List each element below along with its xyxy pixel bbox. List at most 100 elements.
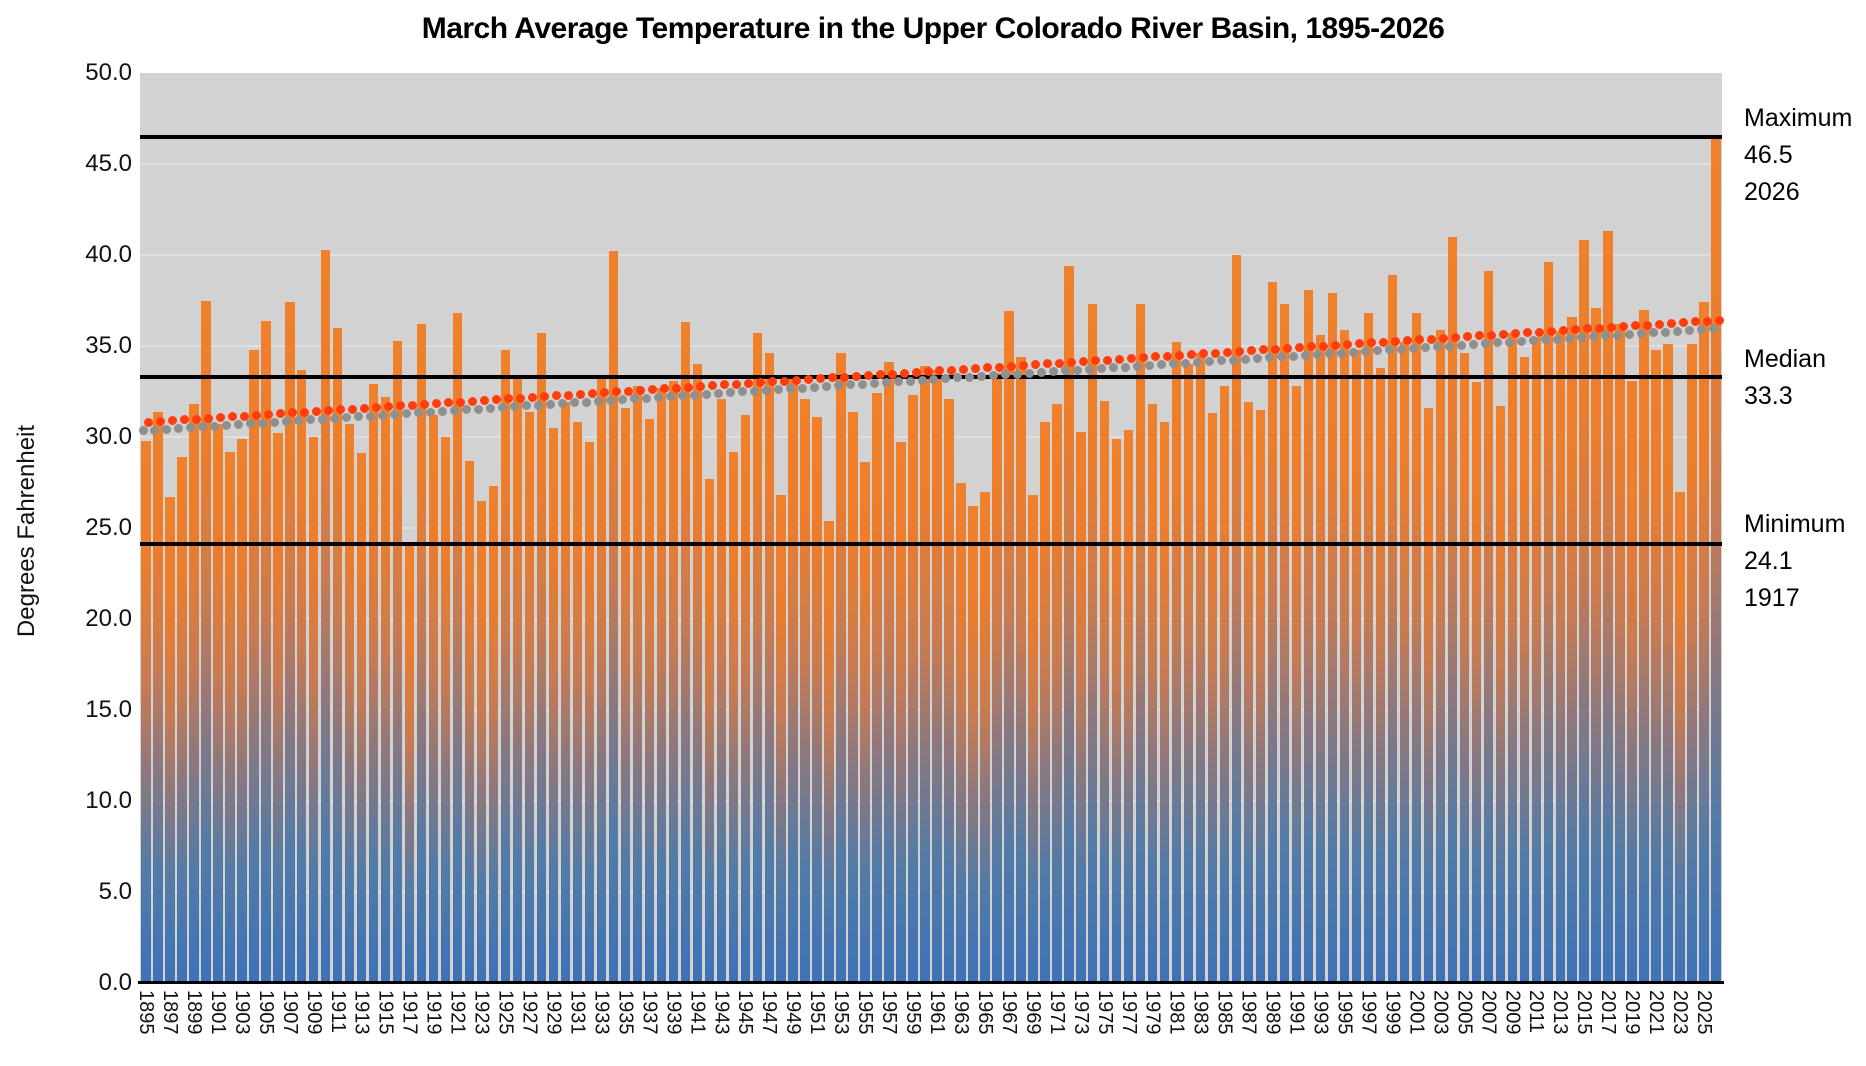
x-tick-label-1957: 1957	[878, 990, 901, 1035]
bar-1957	[884, 362, 894, 983]
bar-1966	[992, 373, 1002, 983]
bar-2017	[1603, 231, 1613, 983]
x-tick-label-1921: 1921	[446, 990, 469, 1035]
x-tick-label-1901: 1901	[206, 990, 229, 1035]
bar-2002	[1423, 407, 1434, 983]
median-annotation: Median 33.3	[1744, 341, 1826, 415]
bar-1972	[1064, 265, 1074, 983]
trend-red-dot	[1235, 346, 1245, 356]
trend-gray-dot	[1289, 351, 1299, 361]
trend-gray-dot	[821, 381, 831, 391]
bar-1975	[1100, 400, 1110, 983]
trend-red-dot	[1055, 358, 1065, 368]
trend-gray-dot	[1684, 325, 1694, 335]
bar-1956	[872, 393, 882, 983]
x-tick-label-1925: 1925	[494, 990, 517, 1035]
x-tick-label-1959: 1959	[902, 990, 925, 1035]
trend-red-dot	[947, 365, 957, 375]
trend-gray-dot	[1516, 336, 1526, 346]
bar-1924	[488, 486, 499, 983]
trend-red-dot	[348, 404, 358, 414]
trend-red-dot	[635, 385, 645, 395]
trend-red-dot	[1582, 324, 1592, 334]
bar-1900	[201, 300, 211, 983]
trend-gray-dot	[1097, 364, 1107, 374]
minimum-annotation: Minimum 24.1 1917	[1744, 506, 1845, 617]
gridline	[140, 709, 1722, 711]
x-tick-label-1999: 1999	[1381, 990, 1404, 1035]
bar-1967	[1004, 311, 1014, 983]
x-tick-label-1977: 1977	[1117, 990, 1140, 1035]
gridline	[140, 527, 1722, 529]
trend-red-dot	[492, 395, 502, 405]
trend-red-dot	[1366, 338, 1376, 348]
trend-gray-dot	[1277, 352, 1287, 362]
bar-2022	[1663, 344, 1673, 983]
gridline	[140, 345, 1722, 347]
bar-2000	[1399, 342, 1410, 983]
bar-1996	[1351, 349, 1362, 983]
trend-gray-dot	[893, 377, 903, 387]
trend-gray-dot	[1360, 346, 1370, 356]
y-tick-label: 45.0	[85, 150, 132, 177]
x-tick-label-1907: 1907	[278, 990, 301, 1035]
trend-gray-dot	[545, 399, 555, 409]
bar-1981	[1171, 342, 1182, 983]
trend-red-dot	[875, 370, 885, 380]
bar-1973	[1076, 431, 1086, 983]
trend-gray-dot	[1504, 337, 1514, 347]
trend-gray-dot	[414, 408, 424, 418]
trend-gray-dot	[1672, 326, 1682, 336]
trend-red-dot	[743, 378, 753, 388]
trend-red-dot	[1426, 334, 1436, 344]
trend-gray-dot	[1133, 361, 1143, 371]
trend-red-dot	[1103, 355, 1113, 365]
trend-gray-dot	[1241, 354, 1251, 364]
trend-gray-dot	[773, 385, 783, 395]
x-tick-label-1913: 1913	[350, 990, 373, 1035]
x-tick-label-1981: 1981	[1165, 990, 1188, 1035]
x-tick-label-1963: 1963	[949, 990, 972, 1035]
bar-1938	[656, 387, 667, 983]
x-tick-label-1993: 1993	[1309, 990, 1332, 1035]
trend-gray-dot	[1384, 345, 1394, 355]
trend-red-dot	[1151, 352, 1161, 362]
bar-2014	[1567, 316, 1577, 983]
trend-gray-dot	[881, 378, 891, 388]
bar-1953	[836, 353, 846, 983]
trend-red-dot	[1630, 321, 1640, 331]
bar-1910	[321, 249, 331, 983]
bar-1942	[704, 478, 714, 983]
bar-1948	[776, 495, 786, 983]
trend-gray-dot	[809, 382, 819, 392]
trend-red-dot	[1295, 343, 1305, 353]
trend-gray-dot	[653, 392, 663, 402]
trend-red-dot	[563, 390, 573, 400]
bar-1959	[908, 395, 918, 983]
y-tick-label: 0.0	[98, 969, 132, 996]
bar-1969	[1028, 495, 1038, 983]
trend-red-dot	[1271, 344, 1281, 354]
x-tick-label-1971: 1971	[1045, 990, 1068, 1035]
bar-1960	[920, 366, 930, 983]
trend-gray-dot	[1648, 328, 1658, 338]
trend-gray-dot	[246, 419, 256, 429]
y-tick-label: 25.0	[85, 514, 132, 541]
bar-1958	[896, 442, 906, 983]
trend-red-dot	[1570, 325, 1580, 335]
x-tick-label-1905: 1905	[254, 990, 277, 1035]
bar-1934	[608, 251, 619, 983]
bar-1927	[524, 411, 535, 983]
trend-red-dot	[504, 394, 514, 404]
trend-gray-dot	[557, 399, 567, 409]
bar-2013	[1555, 331, 1565, 983]
x-tick-label-1927: 1927	[518, 990, 541, 1035]
bar-1991	[1291, 386, 1302, 983]
bar-1920	[440, 437, 451, 983]
trend-red-dot	[396, 401, 406, 411]
x-tick-label-2023: 2023	[1669, 990, 1692, 1035]
bar-1922	[464, 460, 475, 983]
maximum-annotation: Maximum 46.5 2026	[1744, 100, 1852, 211]
trend-gray-dot	[390, 409, 400, 419]
bar-2024	[1687, 344, 1697, 983]
